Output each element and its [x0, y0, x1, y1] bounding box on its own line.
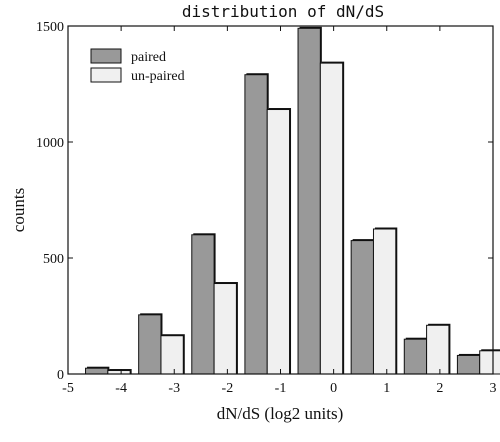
bar-paired: [297, 27, 321, 375]
y-tick-label: 1000: [36, 136, 64, 151]
y-axis-label: counts: [9, 188, 28, 232]
y-tick-label: 1500: [36, 20, 64, 35]
x-tick-label: -5: [62, 381, 74, 396]
bar-un-paired: [319, 62, 344, 375]
bar-un-paired: [266, 109, 291, 375]
bars: [85, 26, 500, 375]
legend-label-un-paired: un-paired: [131, 69, 185, 84]
bar-paired: [350, 240, 374, 375]
legend-label-paired: paired: [131, 50, 166, 65]
legend-swatch-paired: [90, 48, 122, 64]
legend: paired un-paired: [90, 48, 185, 84]
bar-paired: [244, 74, 268, 375]
x-axis-ticks: -5 -4 -3 -2 -1 0 1 2 3: [62, 26, 497, 396]
x-tick-label: 2: [436, 381, 443, 396]
y-tick-label: 500: [43, 252, 64, 267]
x-tick-label: 0: [330, 381, 337, 396]
bar-un-paired: [372, 228, 397, 375]
x-tick-label: -2: [222, 381, 234, 396]
bar-un-paired: [213, 283, 237, 375]
plot-frame: [67, 25, 494, 375]
x-tick-label: -4: [115, 381, 127, 396]
x-axis-label: dN/dS (log2 units): [217, 404, 344, 423]
y-axis-ticks: 0 500 1000 1500: [36, 20, 493, 383]
x-tick-label: -1: [275, 381, 287, 396]
bar-un-paired: [426, 324, 450, 375]
legend-swatch-un-paired: [90, 67, 122, 83]
x-tick-label: 3: [490, 381, 497, 396]
bar-paired: [456, 354, 481, 375]
bar-paired: [138, 314, 162, 375]
x-tick-label: 1: [383, 381, 390, 396]
y-tick-label: 0: [57, 368, 64, 383]
chart-title: distribution of dN/dS: [182, 2, 384, 21]
bar-paired: [85, 367, 109, 375]
bar-paired: [191, 234, 215, 375]
bar-paired: [403, 338, 428, 375]
x-tick-label: -3: [168, 381, 180, 396]
bar-un-paired: [479, 350, 500, 375]
bar-un-paired: [160, 335, 184, 375]
